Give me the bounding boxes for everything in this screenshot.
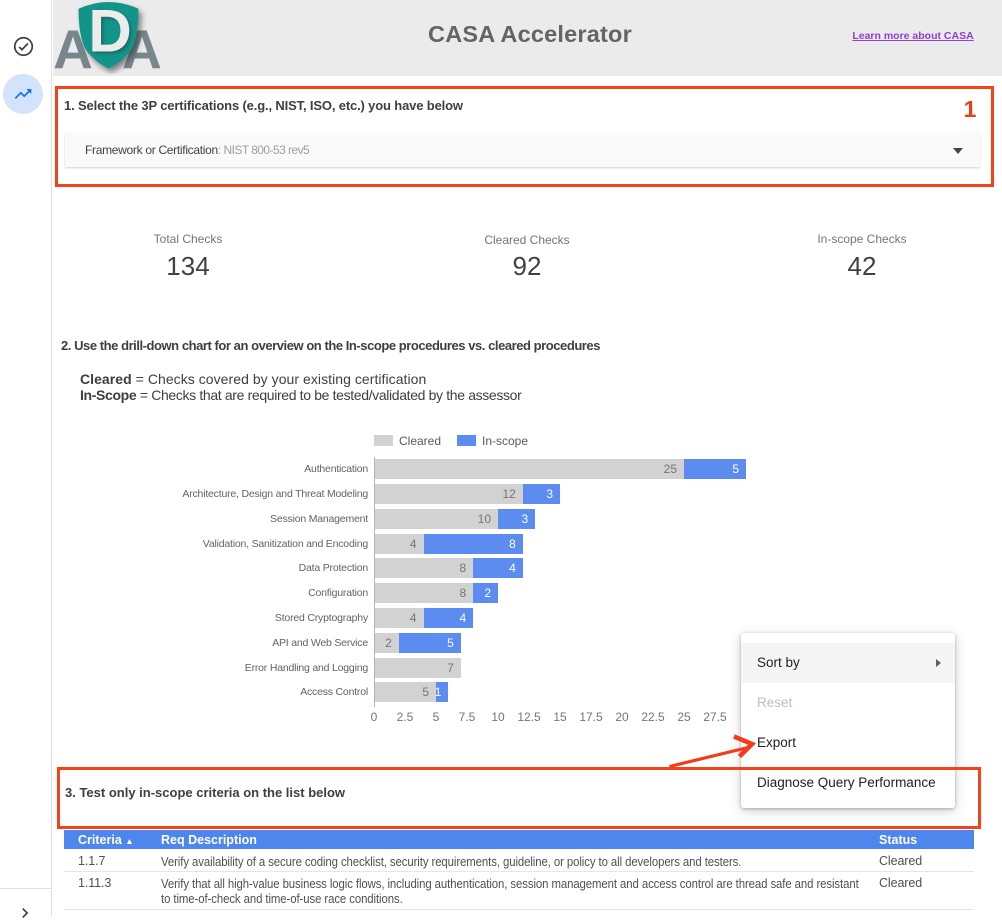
svg-text:D: D xyxy=(88,0,131,65)
